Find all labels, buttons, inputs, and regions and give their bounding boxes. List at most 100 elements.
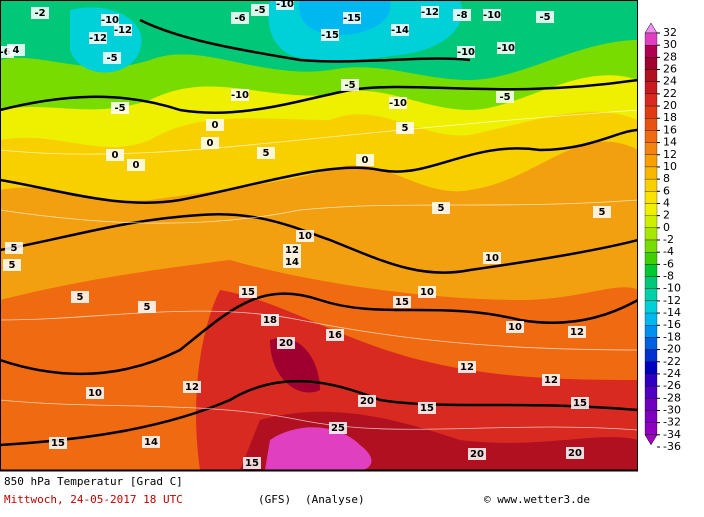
contour-label: 15: [573, 398, 587, 409]
label-box: [243, 457, 261, 469]
contour-label: -15: [321, 30, 339, 41]
colorbar-bottom: [644, 434, 658, 446]
colorbar-cell: [644, 288, 658, 302]
colorbar-label: -26: [663, 379, 681, 392]
contour-label: 14: [144, 437, 158, 448]
colorbar-cell: [644, 215, 658, 228]
colorbar: 32302826242220181614121086420-2-4-6-8-10…: [644, 22, 681, 453]
contour-label: 10: [485, 253, 499, 264]
label-box: [391, 24, 409, 36]
contour-label: -12: [114, 25, 132, 36]
colorbar-label: -20: [663, 343, 681, 356]
contour-label: -12: [89, 33, 107, 44]
label-box: [393, 296, 411, 308]
label-box: [251, 4, 269, 16]
contour-label: 5: [144, 302, 151, 313]
map-field: -10-12-12-2-6 4-6-5-10-15-15 -14-12 -8 -10 -5…: [0, 0, 638, 470]
colorbar-cell: [644, 264, 658, 277]
colorbar-cell: [644, 373, 658, 387]
label-box: [3, 259, 21, 271]
contour-label: -5: [539, 12, 550, 23]
contour-label: 0: [362, 155, 369, 166]
colorbar-cell: [644, 69, 658, 82]
label-box: [7, 44, 25, 56]
colorbar-label: -32: [663, 416, 681, 429]
label-box: [103, 52, 121, 64]
colorbar-cell: [644, 93, 658, 107]
label-box: [568, 326, 586, 338]
colorbar-cell: [644, 118, 658, 131]
contour-label: 14: [285, 257, 299, 268]
colorbar-label: 14: [663, 136, 677, 149]
contour-label: -5: [344, 80, 355, 91]
label-box: [114, 24, 132, 36]
label-box: [497, 42, 515, 54]
contour-label: -12: [421, 7, 439, 18]
contour-label: -6: [0, 47, 11, 58]
colorbar-cell: [644, 410, 658, 423]
contour-label: 10: [420, 287, 434, 298]
colorbar-label: 10: [663, 160, 677, 173]
colorbar-top: [644, 22, 658, 34]
contour-label: 4: [13, 45, 20, 56]
colorbar-cell: [644, 422, 658, 435]
contour-label: 20: [279, 338, 293, 349]
colorbar-cell: [644, 178, 658, 192]
colorbar-label: -16: [663, 318, 681, 331]
label-box: [483, 9, 501, 21]
colorbar-label: 12: [663, 148, 677, 161]
colorbar-cell: [644, 252, 658, 265]
colorbar-cell: [644, 239, 658, 253]
contour-label: -10: [457, 47, 475, 58]
label-box: [358, 395, 376, 407]
contour-label: -6: [234, 13, 245, 24]
contour-label: -10: [483, 10, 501, 21]
contour-label: 15: [245, 458, 259, 469]
contour-label: -5: [254, 5, 265, 16]
contour-label: 0: [133, 160, 140, 171]
footer-model: (GFS): [258, 493, 291, 506]
colorbar-label: -12: [663, 294, 681, 307]
label-box: [418, 402, 436, 414]
label-box: [206, 119, 224, 131]
colorbar-cell: [644, 105, 658, 119]
label-box: [49, 437, 67, 449]
contour-label: 0: [112, 150, 119, 161]
contour-label: 20: [360, 396, 374, 407]
label-box: [231, 89, 249, 101]
label-box: [86, 387, 104, 399]
contour-label: 15: [420, 403, 434, 414]
footer-title: 850 hPa Temperatur [Grad C]: [4, 475, 183, 488]
label-box: [421, 6, 439, 18]
label-box: [389, 97, 407, 109]
contour-label: 18: [263, 315, 277, 326]
colorbar-cell: [644, 325, 658, 338]
label-box: [71, 291, 89, 303]
contour-labels: -10-12-12-2-6 4-6-5-10-15-15 -14-12 -8 -10 -5…: [0, 0, 611, 469]
colorbar-cell: [644, 361, 658, 375]
colorbar-cell: [644, 337, 658, 350]
contour-label: 10: [88, 388, 102, 399]
colorbar-cell: [644, 154, 658, 168]
label-box: [101, 14, 119, 26]
label-box: [283, 244, 301, 256]
colorbar-label: 16: [663, 123, 677, 136]
label-box: [571, 397, 589, 409]
isotherms: [0, 18, 638, 447]
label-box: [329, 422, 347, 434]
label-box: [276, 0, 294, 10]
label-box: [138, 301, 156, 313]
colorbar-label: 6: [663, 184, 670, 197]
label-box: [111, 102, 129, 114]
colorbar-label: -36: [663, 440, 681, 453]
contour-label: 12: [570, 327, 584, 338]
label-box: [506, 321, 524, 333]
contour-label: 5: [11, 243, 18, 254]
label-box: [277, 337, 295, 349]
footer-datetime: Mittwoch, 24-05-2017 18 UTC: [4, 493, 183, 506]
colorbar-label: 22: [663, 87, 677, 100]
label-box: [341, 79, 359, 91]
contour-label: 5: [402, 123, 409, 134]
colorbar-label: -28: [663, 391, 681, 404]
contour-label: 16: [328, 330, 342, 341]
